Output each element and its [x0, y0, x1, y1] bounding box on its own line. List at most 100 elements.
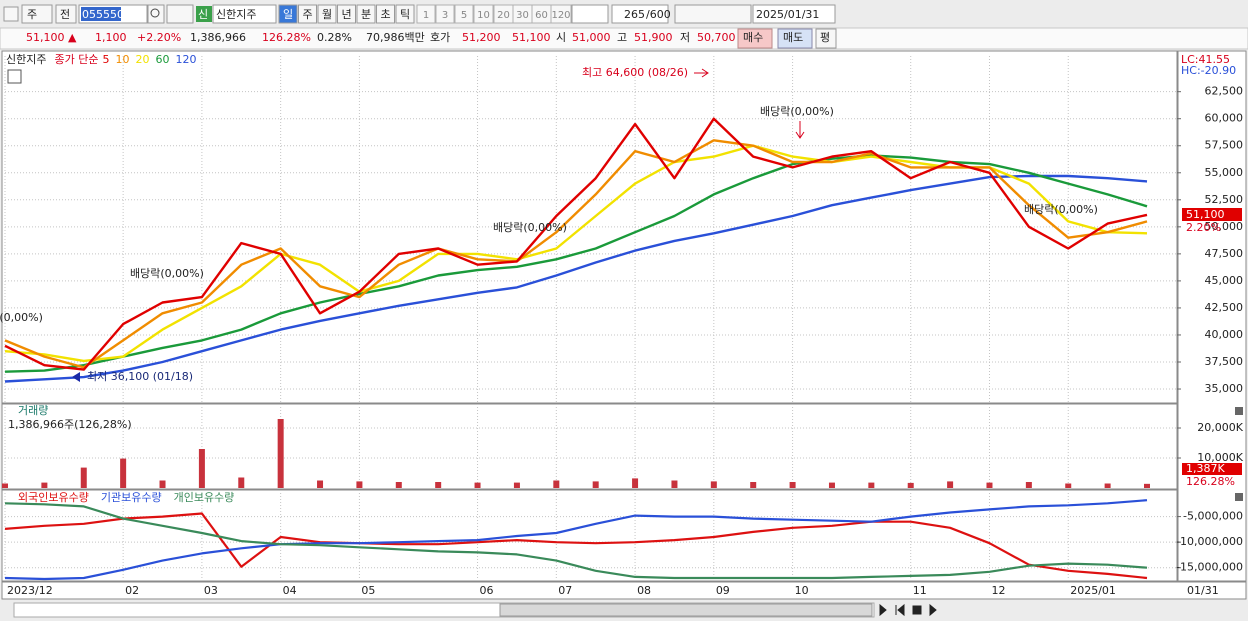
zoom-controls[interactable]: [950, 603, 1240, 617]
turnover: 0.28%: [317, 31, 352, 44]
minute-label: 1: [423, 10, 429, 21]
y-tick-label: 40,000: [1205, 328, 1244, 341]
x-tick-label: 2025/01: [1070, 584, 1116, 597]
legend-item: 외국인보유수량: [18, 491, 89, 504]
series-line: [4, 154, 1148, 373]
y-tick-label: 55,000: [1205, 166, 1244, 179]
price: 51,100 ▲: [26, 31, 77, 44]
minute-button[interactable]: [550, 4, 572, 24]
interval-button[interactable]: [376, 4, 395, 24]
scroll-thumb[interactable]: [499, 603, 873, 617]
y-tick-label: 47,500: [1205, 247, 1244, 260]
x-tick-label: 03: [204, 584, 218, 597]
search-icon: [150, 8, 160, 18]
date-box[interactable]: [752, 4, 836, 24]
ex-dividend-note: 배당락(0,00%): [130, 267, 204, 280]
volume-subtitle: 1,386,966주(126,28%): [8, 418, 132, 431]
count-box[interactable]: [611, 4, 669, 24]
interval-label: 월: [322, 8, 332, 21]
y-tick-label: 45,000: [1205, 274, 1244, 287]
interval-button[interactable]: [317, 4, 337, 24]
tool-icons[interactable]: [674, 4, 752, 24]
ask: 51,200: [462, 31, 501, 44]
ex-dividend-note: 배당락(0,00%): [760, 105, 834, 118]
volume-bar: [2, 483, 8, 488]
volume-bar: [750, 482, 757, 488]
interval-label: 년: [341, 8, 351, 21]
period-select[interactable]: [21, 4, 53, 24]
minute-button[interactable]: [435, 4, 455, 24]
avg-button[interactable]: [815, 28, 837, 49]
holdings-pane: [1, 489, 1178, 582]
bid: 51,100: [512, 31, 551, 44]
sound-button[interactable]: [166, 4, 194, 24]
volume-bar: [947, 481, 954, 488]
minute-button[interactable]: [416, 4, 436, 24]
x-tick-label: 06: [480, 584, 494, 597]
series-line: [4, 499, 1148, 581]
y-tick-label: 35,000: [1205, 382, 1244, 395]
high: 51,900: [634, 31, 673, 44]
volume-bar: [513, 482, 520, 488]
legend-item: 10: [115, 53, 129, 66]
volume-bar: [395, 482, 402, 488]
prev-button[interactable]: [55, 4, 77, 24]
sell-label: 매도: [783, 31, 803, 44]
series-line: [4, 139, 1148, 369]
count: 265: [624, 8, 645, 21]
buy-button[interactable]: [737, 28, 773, 49]
x-tick-label: 05: [361, 584, 375, 597]
interval-button[interactable]: [395, 4, 415, 24]
volume-bar: [80, 467, 87, 488]
y-tick-label: 10,000K: [1197, 451, 1243, 464]
series-line: [4, 502, 1148, 580]
playback-controls[interactable]: [879, 603, 937, 617]
menu-icon[interactable]: [3, 6, 19, 22]
empty-select[interactable]: [571, 4, 609, 24]
volume-bar: [159, 480, 166, 488]
date: 2025/01/31: [756, 8, 819, 21]
pane-title: 신한지주: [6, 53, 46, 66]
interval-button[interactable]: [298, 4, 317, 24]
quote-bar: [0, 27, 1248, 50]
volume-bar: [356, 481, 363, 488]
pane-close[interactable]: [1235, 493, 1243, 501]
grid-icon[interactable]: [7, 69, 22, 84]
y-tick-label: 42,500: [1205, 301, 1244, 314]
high-label: 고: [617, 31, 627, 44]
minute-label: 10: [477, 10, 490, 21]
interval-button[interactable]: [278, 4, 298, 24]
volume-bar: [632, 478, 639, 488]
volume-bar: [907, 482, 914, 488]
period-type: 주: [27, 8, 37, 21]
legend-item: 20: [135, 53, 149, 66]
badge-bg: [196, 6, 212, 22]
y-tick-label: 52,500: [1205, 193, 1244, 206]
series-line: [4, 512, 1148, 580]
x-tick-label: 02: [125, 584, 139, 597]
last-change: 2.20%: [1186, 221, 1221, 234]
x-axis: [1, 581, 1247, 600]
x-tick-label: 12: [991, 584, 1005, 597]
minute-button[interactable]: [454, 4, 474, 24]
volume: 1,386,966: [190, 31, 246, 44]
low-arrow: [72, 372, 80, 382]
x-tick-label: 10: [795, 584, 809, 597]
interval-button[interactable]: [337, 4, 356, 24]
volume-last-ratio: 126.28%: [1186, 475, 1235, 488]
volume-bar: [238, 477, 245, 488]
y-tick-label: 20,000K: [1197, 421, 1243, 434]
minute-label: 3: [442, 10, 448, 21]
volume-bar: [868, 482, 875, 488]
x-tick-label: 11: [913, 584, 927, 597]
x-tick-label: 2023/12: [7, 584, 53, 597]
pane-close[interactable]: [1235, 407, 1243, 415]
code: 055550: [82, 8, 124, 21]
interval-button[interactable]: [356, 4, 376, 24]
sell-button[interactable]: [777, 28, 813, 49]
y-tick-label: -10,000,000: [1176, 535, 1243, 548]
legend-item: 60: [155, 53, 169, 66]
minute-button[interactable]: [473, 4, 494, 24]
search-button[interactable]: [147, 4, 165, 24]
x-tick-label: 04: [283, 584, 297, 597]
